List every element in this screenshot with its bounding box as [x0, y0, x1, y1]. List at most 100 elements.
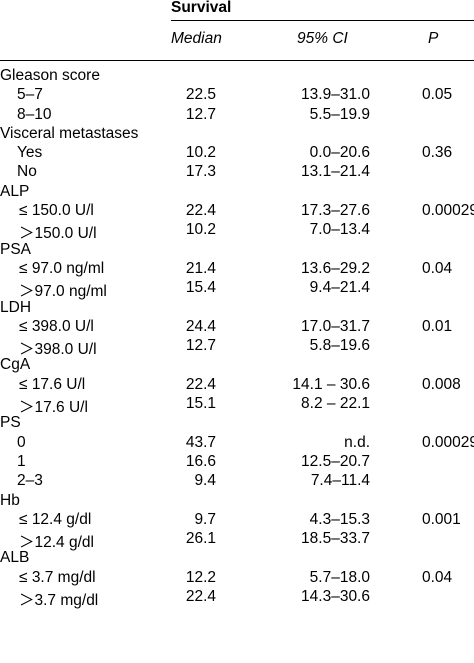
ci-column-header: 95% CI	[297, 30, 348, 47]
table-row: ＞97.0 ng/ml 15.4 9.4–21.4	[0, 279, 474, 301]
row-label: 1	[17, 452, 26, 470]
median-value: 10.2	[185, 221, 216, 239]
group-label: PS	[0, 414, 21, 432]
table-row: ≤ 97.0 ng/ml 21.4 13.6–29.2 0.04	[0, 260, 474, 279]
column-header-row: Median 95% CI P	[0, 20, 474, 61]
p-value: 0.00029	[422, 433, 474, 451]
p-value: 0.01	[422, 317, 453, 335]
median-value: 12.7	[185, 337, 216, 355]
table-row: ≤ 12.4 g/dl 9.7 4.3–15.3 0.001	[0, 511, 474, 530]
median-value: 12.2	[185, 568, 216, 586]
table-row: ＞12.4 g/dl 26.1 18.5–33.7	[0, 530, 474, 552]
table-row: ≤ 3.7 mg/dl 12.2 5.7–18.0 0.04	[0, 569, 474, 588]
median-value: 16.6	[185, 452, 216, 470]
median-value: 10.2	[185, 144, 216, 162]
row-label: ≤ 3.7 mg/dl	[19, 568, 96, 586]
table-row: No 17.3 13.1–21.4	[0, 163, 474, 182]
median-value: 43.7	[185, 433, 216, 451]
ci-value: 7.4–11.4	[310, 472, 370, 490]
ci-value: 13.1–21.4	[301, 163, 370, 181]
group-label: ALP	[0, 182, 30, 200]
table-row: 5–7 22.5 13.9–31.0 0.05	[0, 86, 474, 105]
row-label: 2–3	[17, 472, 43, 490]
ci-value: 14.1 – 30.6	[292, 375, 370, 393]
group-heading-row: Hb	[0, 492, 474, 511]
group-heading-row: CgA	[0, 356, 474, 375]
median-column-header: Median	[171, 30, 222, 47]
table-row: Yes 10.2 0.0–20.6 0.36	[0, 144, 474, 163]
row-label: ＞3.7 mg/dl	[19, 592, 99, 610]
group-label: Gleason score	[0, 67, 100, 84]
median-value: 9.4	[194, 472, 216, 490]
group-label: PSA	[0, 240, 32, 258]
median-value: 15.4	[185, 279, 216, 297]
row-label: 8–10	[17, 105, 52, 123]
ci-value: 5.8–19.6	[309, 337, 370, 355]
ci-value: n.d.	[344, 433, 370, 451]
table-row: ＞150.0 U/l 10.2 7.0–13.4	[0, 221, 474, 243]
ci-value: 13.6–29.2	[301, 259, 370, 277]
table-row: ＞3.7 mg/dl 22.4 14.3–30.6	[0, 588, 474, 610]
row-label: 5–7	[17, 86, 43, 104]
group-label: LDH	[0, 298, 32, 316]
row-label: ＞398.0 U/l	[19, 341, 97, 359]
table-row: ≤ 17.6 U/l 22.4 14.1 – 30.6 0.008	[0, 376, 474, 395]
table-row: 8–10 12.7 5.5–19.9	[0, 106, 474, 125]
table-row: 2–3 9.4 7.4–11.4	[0, 472, 474, 491]
p-value: 0.36	[422, 144, 453, 162]
group-label: CgA	[0, 356, 31, 374]
p-value: 0.04	[422, 568, 453, 586]
p-value: 0.001	[422, 510, 461, 528]
table-row: 1 16.6 12.5–20.7	[0, 453, 474, 472]
group-heading-row: ALB	[0, 549, 474, 568]
group-label: Hb	[0, 491, 20, 509]
group-label: ALB	[0, 549, 30, 567]
group-heading-row: ALP	[0, 183, 474, 202]
ci-value: 7.0–13.4	[309, 221, 370, 239]
table-row: 0 43.7 n.d. 0.00029	[0, 434, 474, 453]
group-label: Visceral metastases	[0, 124, 139, 142]
row-label: ＞97.0 ng/ml	[19, 283, 107, 301]
table-row: ＞17.6 U/l 15.1 8.2 – 22.1	[0, 395, 474, 417]
median-value: 24.4	[185, 317, 216, 335]
median-value: 22.4	[185, 375, 216, 393]
row-label: ＞150.0 U/l	[19, 225, 97, 243]
table-row: ≤ 150.0 U/l 22.4 17.3–27.6 0.00029	[0, 202, 474, 221]
ci-value: 0.0–20.6	[309, 144, 370, 162]
median-value: 12.7	[185, 105, 216, 123]
median-value: 21.4	[185, 259, 216, 277]
table-body: Gleason score 5–7 22.5 13.9–31.0 0.05 8–10 12.…	[0, 67, 474, 610]
table-row: ≤ 398.0 U/l 24.4 17.0–31.7 0.01	[0, 318, 474, 337]
row-label: ≤ 17.6 U/l	[19, 375, 86, 393]
ci-value: 13.9–31.0	[301, 86, 370, 104]
group-heading-row: PS	[0, 414, 474, 433]
p-value: 0.05	[422, 86, 453, 104]
ci-value: 5.7–18.0	[309, 568, 370, 586]
median-value: 15.1	[185, 395, 216, 413]
p-value: 0.04	[422, 259, 453, 277]
group-heading-row: PSA	[0, 241, 474, 260]
median-value: 17.3	[185, 163, 216, 181]
group-heading-row: Gleason score	[0, 67, 474, 86]
ci-value: 4.3–15.3	[309, 510, 370, 528]
median-value: 26.1	[185, 530, 216, 548]
ci-value: 17.3–27.6	[301, 202, 370, 220]
p-column-header: P	[428, 30, 439, 47]
ci-value: 9.4–21.4	[309, 279, 370, 297]
row-label: ≤ 97.0 ng/ml	[19, 259, 105, 277]
row-label: ≤ 150.0 U/l	[19, 202, 94, 220]
row-label: No	[17, 163, 37, 181]
row-label: ＞12.4 g/dl	[19, 534, 94, 552]
row-label: Yes	[17, 144, 43, 162]
survival-group-header: Survival	[171, 0, 474, 21]
survival-header-label: Survival	[171, 0, 232, 16]
p-value: 0.00029	[422, 202, 474, 220]
group-heading-row: LDH	[0, 299, 474, 318]
row-label: ≤ 398.0 U/l	[19, 317, 94, 335]
ci-value: 12.5–20.7	[301, 452, 370, 470]
median-value: 22.4	[185, 588, 216, 606]
row-label: ＞17.6 U/l	[19, 399, 88, 417]
median-value: 22.4	[185, 202, 216, 220]
ci-value: 18.5–33.7	[301, 530, 370, 548]
